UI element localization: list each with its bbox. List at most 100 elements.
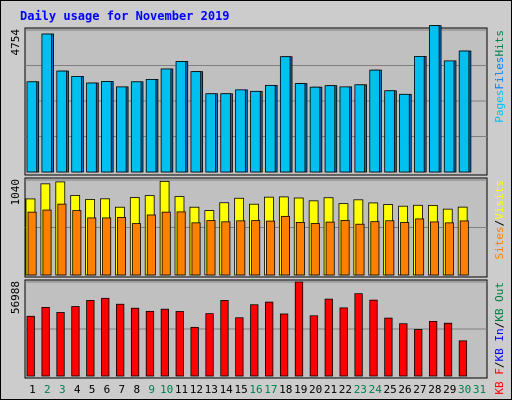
bar-visits-sites-day-23 (355, 223, 365, 276)
x-tick-label-day-13: 13 (205, 383, 218, 396)
x-tick-label-day-22: 22 (339, 383, 352, 396)
x-tick-label-day-2: 2 (44, 383, 51, 396)
chart-title: Daily usage for November 2019 (20, 9, 230, 23)
bar-kbytes-kb-f-day-9 (145, 310, 155, 377)
bar-hits-files-day-19 (294, 83, 306, 173)
bar-hits-files-day-5 (86, 82, 97, 173)
legend-entry: KB F (493, 368, 506, 395)
bar-visits-sites-day-30 (459, 220, 469, 276)
bar-hits-files-day-25 (384, 90, 395, 173)
bar-visits-sites-day-4 (72, 210, 82, 276)
bar-hits-files-day-14 (220, 93, 231, 173)
bar-hits-files-day-12 (190, 71, 202, 173)
bar-hits-files-day-20 (309, 86, 321, 173)
legend-kbytes: KB F/KB In/KB Out (493, 282, 506, 395)
x-tick-label-day-30: 30 (458, 383, 471, 396)
x-tick-label-day-9: 9 (148, 383, 155, 396)
x-tick-label-day-12: 12 (190, 383, 203, 396)
bar-visits-sites-day-18 (280, 215, 290, 276)
legend-visits: Sites/Visits (493, 180, 506, 260)
x-tick-label-day-10: 10 (160, 383, 173, 396)
x-tick-label-day-25: 25 (384, 383, 397, 396)
bar-hits-files-day-28 (428, 25, 440, 173)
legend-entry: Sites (493, 226, 506, 259)
x-tick-label-day-27: 27 (413, 383, 426, 396)
bar-hits-files-day-8 (130, 81, 142, 173)
x-tick-label-day-19: 19 (294, 383, 307, 396)
x-tick-label-day-24: 24 (369, 383, 383, 396)
bar-visits-sites-day-9 (146, 214, 156, 276)
bar-visits-sites-day-10 (161, 211, 171, 276)
bar-hits-files-day-22 (339, 86, 351, 173)
x-tick-label-day-5: 5 (89, 383, 96, 396)
bar-hits-files-day-23 (354, 84, 365, 173)
bar-visits-sites-day-14 (221, 221, 231, 276)
x-tick-label-day-15: 15 (234, 383, 247, 396)
bar-kbytes-kb-f-day-10 (160, 308, 169, 377)
x-tick-label-day-18: 18 (279, 383, 292, 396)
bar-hits-files-day-3 (56, 70, 67, 173)
bar-visits-sites-day-21 (325, 221, 335, 276)
bar-visits-sites-day-28 (429, 221, 439, 276)
bar-hits-files-day-29 (443, 60, 455, 173)
bar-kbytes-kb-f-day-26 (399, 323, 408, 377)
bar-kbytes-kb-f-day-17 (265, 301, 274, 377)
bar-hits-files-day-18 (279, 56, 291, 173)
bar-visits-sites-day-22 (340, 219, 350, 276)
bar-hits-files-day-1 (26, 81, 38, 173)
x-tick-label-day-1: 1 (29, 383, 36, 396)
bar-visits-sites-day-20 (310, 223, 320, 276)
bar-visits-sites-day-26 (400, 222, 410, 276)
bar-visits-sites-day-29 (444, 222, 454, 276)
bar-kbytes-kb-f-day-4 (71, 306, 80, 377)
x-tick-label-day-3: 3 (59, 383, 66, 396)
bar-hits-files-day-2 (41, 33, 52, 173)
x-tick-label-day-20: 20 (309, 383, 322, 396)
bar-kbytes-kb-f-day-6 (101, 297, 110, 377)
bar-hits-files-day-10 (160, 68, 172, 173)
bar-hits-files-day-11 (175, 61, 187, 173)
x-tick-label-day-17: 17 (264, 383, 277, 396)
x-tick-label-day-14: 14 (220, 383, 234, 396)
x-tick-label-day-4: 4 (74, 383, 81, 396)
bar-visits-sites-day-24 (370, 221, 380, 276)
legend-entry: KB Out (493, 282, 506, 322)
bar-kbytes-kb-f-day-11 (175, 311, 184, 377)
bar-kbytes-kb-f-day-18 (279, 313, 289, 377)
legend-entry: / (493, 220, 506, 227)
bar-kbytes-kb-f-day-13 (205, 313, 214, 377)
bar-kbytes-kb-f-day-5 (86, 300, 95, 377)
bar-kbytes-kb-f-day-12 (190, 326, 199, 377)
x-tick-label-day-8: 8 (133, 383, 140, 396)
bar-kbytes-kb-f-day-28 (428, 321, 438, 377)
bar-kbytes-kb-f-day-3 (56, 312, 65, 377)
bar-hits-files-day-17 (265, 84, 276, 173)
legend-entry: Visits (493, 180, 506, 220)
bar-visits-sites-day-2 (42, 209, 52, 276)
y-max-label-visits: 1040 (9, 179, 22, 206)
legend-entry: / (493, 322, 506, 329)
bar-visits-sites-day-16 (251, 220, 261, 276)
x-tick-label-day-21: 21 (324, 383, 337, 396)
bar-hits-files-day-6 (101, 81, 112, 173)
bar-kbytes-kb-f-day-30 (458, 340, 468, 377)
bar-hits-files-day-16 (250, 90, 261, 173)
legend-entry: Files (493, 57, 506, 90)
bar-visits-sites-day-17 (266, 220, 276, 276)
bar-visits-sites-day-13 (206, 220, 216, 276)
bar-visits-sites-day-7 (117, 217, 127, 276)
x-tick-label-day-7: 7 (119, 383, 126, 396)
bar-kbytes-kb-f-day-1 (26, 315, 35, 377)
x-tick-label-day-29: 29 (443, 383, 456, 396)
bar-kbytes-kb-f-day-27 (414, 329, 423, 377)
x-tick-label-day-6: 6 (104, 383, 111, 396)
bar-visits-sites-day-19 (295, 221, 305, 276)
bar-hits-files-day-26 (399, 93, 410, 173)
bar-kbytes-kb-f-day-7 (116, 303, 125, 377)
bar-visits-sites-day-12 (191, 222, 201, 276)
x-tick-label-day-31: 31 (473, 383, 486, 396)
bar-kbytes-kb-f-day-25 (384, 317, 393, 377)
bar-visits-sites-day-3 (57, 203, 67, 276)
